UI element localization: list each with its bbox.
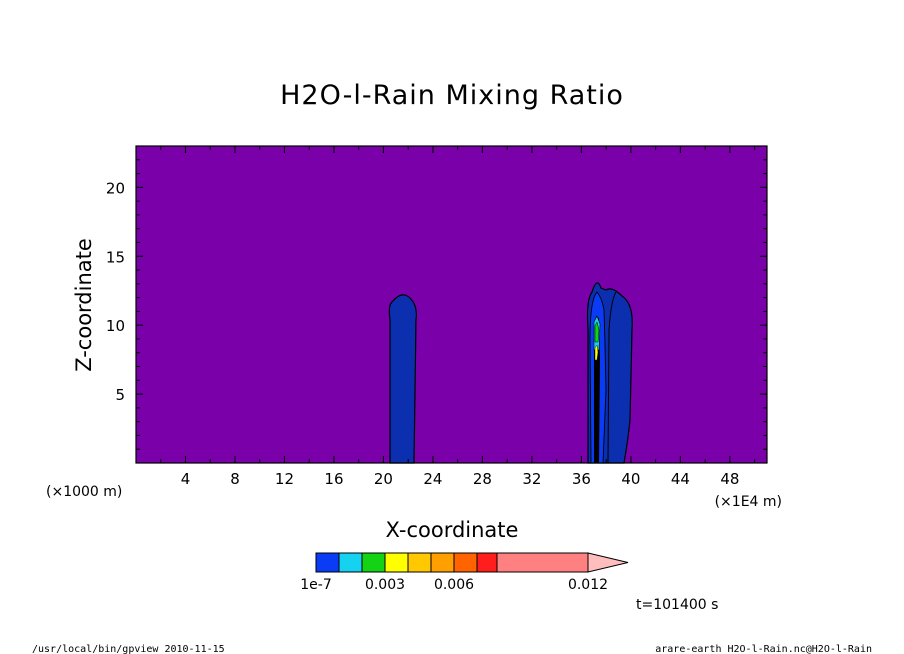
x-tick-label: 4 [181, 470, 191, 488]
plot-frame [135, 145, 768, 464]
x-tick-label: 32 [522, 470, 541, 488]
colorbar-extend-triangle [587, 552, 629, 573]
rain-cell-2 [586, 282, 633, 464]
rain-cell-2-core-yellow [594, 344, 599, 361]
y-axis-label: Z-coordinate [72, 238, 96, 372]
y-tick-label: 10 [106, 317, 125, 335]
x-axis: 4 8 12 16 20 24 28 32 36 40 44 48 [160, 146, 756, 488]
x-tick-label: 48 [720, 470, 739, 488]
colorbar-swatch [496, 552, 589, 573]
colorbar-swatch [476, 552, 498, 573]
x-tick-label: 20 [374, 470, 393, 488]
time-label: t=101400 s [636, 597, 718, 613]
colorbar-swatch [407, 552, 432, 573]
rain-cell-1-shape [388, 294, 417, 464]
colorbar-swatch [384, 552, 409, 573]
colorbar-swatch [430, 552, 455, 573]
x-tick-label: 36 [572, 470, 591, 488]
x-unit-left: (×1000 m) [46, 484, 122, 500]
colorbar-tick-label: 0.006 [434, 577, 474, 593]
x-tick-label: 28 [473, 470, 492, 488]
rain-cell-2-core-green [594, 321, 600, 343]
footer-left: /usr/local/bin/gpview 2010-11-15 [32, 644, 225, 654]
x-unit-right: (×1E4 m) [715, 494, 782, 510]
x-tick-label: 12 [275, 470, 294, 488]
y-tick-label: 15 [106, 248, 125, 266]
rain-cell-1 [388, 294, 417, 464]
y-tick-label: 5 [115, 386, 125, 404]
y-axis: 5 10 15 20 [106, 159, 767, 450]
x-tick-label: 40 [621, 470, 640, 488]
colorbar-swatch [315, 552, 340, 573]
colorbar-swatch [453, 552, 478, 573]
colorbar: 1e-7 0.003 0.006 0.012 [300, 552, 629, 593]
chart-title: H2O-l-Rain Mixing Ratio [280, 80, 624, 111]
x-tick-label: 44 [671, 470, 690, 488]
x-axis-label: X-coordinate [386, 518, 519, 542]
x-tick-label: 24 [423, 470, 442, 488]
y-tick-label: 20 [106, 179, 125, 197]
colorbar-tick-label: 0.012 [568, 577, 608, 593]
colorbar-swatch [361, 552, 386, 573]
x-tick-label: 16 [324, 470, 343, 488]
plot-area [136, 146, 767, 463]
footer-right: arare-earth_H2O-l-Rain.nc@H2O-l-Rain [655, 644, 872, 654]
colorbar-tick-label: 1e-7 [300, 577, 331, 593]
colorbar-tick-label: 0.003 [365, 577, 405, 593]
rain-cell-2-edge-line [607, 291, 617, 464]
x-tick-label: 8 [230, 470, 240, 488]
colorbar-swatch [338, 552, 363, 573]
